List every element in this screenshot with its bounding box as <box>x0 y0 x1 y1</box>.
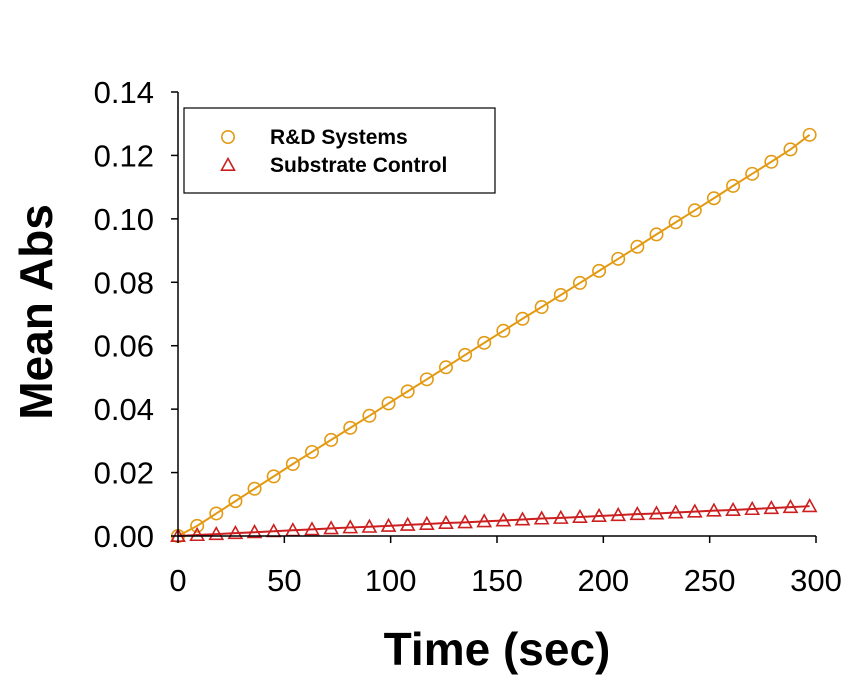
data-point <box>686 503 703 518</box>
legend-marker-triangle <box>220 156 236 171</box>
data-point <box>763 499 780 515</box>
data-point <box>552 509 569 524</box>
data-point <box>457 514 473 529</box>
y-tick-label: 0.10 <box>94 202 154 237</box>
data-point <box>285 457 300 472</box>
data-point <box>744 500 761 516</box>
x-tick-label: 50 <box>267 563 301 598</box>
data-point <box>515 311 530 326</box>
series-line-1 <box>177 505 810 537</box>
data-point <box>514 511 531 526</box>
legend-marker-circle <box>221 130 236 145</box>
plot-area <box>170 127 818 543</box>
data-point <box>399 516 416 531</box>
x-tick-label: 0 <box>169 563 186 598</box>
x-axis-title: Time (sec) <box>384 623 611 675</box>
axis-ticks: 0.00 0.02 0.04 0.06 0.08 0.10 0.12 0.14 0 50 100 15… <box>94 75 842 598</box>
data-point <box>591 507 607 523</box>
data-point <box>687 203 702 218</box>
data-point <box>725 501 741 516</box>
data-point <box>783 142 798 157</box>
data-point <box>629 505 646 521</box>
data-point <box>801 498 818 513</box>
data-point <box>477 335 492 350</box>
y-axis-title: Mean Abs <box>10 204 62 420</box>
x-tick-label: 150 <box>471 563 523 598</box>
data-point <box>782 498 799 514</box>
data-point <box>381 396 396 411</box>
data-point <box>304 521 320 536</box>
data-point <box>419 372 434 387</box>
data-point <box>476 513 493 528</box>
data-point <box>668 215 683 230</box>
data-point <box>304 444 319 459</box>
data-point <box>706 502 722 517</box>
data-point <box>361 518 378 533</box>
data-point <box>342 519 359 534</box>
data-point <box>227 524 244 540</box>
data-point <box>323 520 339 535</box>
data-point <box>228 494 243 509</box>
data-point <box>209 506 224 521</box>
data-point <box>496 323 511 338</box>
data-point <box>400 384 415 399</box>
x-tick-label: 300 <box>790 563 842 598</box>
y-tick-label: 0.00 <box>94 519 154 554</box>
data-point <box>572 508 588 523</box>
legend-label: R&D Systems <box>270 126 408 149</box>
data-point <box>726 178 741 193</box>
data-point <box>533 510 550 525</box>
data-point <box>266 469 281 484</box>
y-tick-label: 0.02 <box>94 456 154 491</box>
data-point <box>649 227 664 242</box>
y-tick-label: 0.06 <box>94 329 154 364</box>
y-tick-label: 0.12 <box>94 138 154 173</box>
data-point <box>208 525 225 541</box>
data-point <box>246 524 263 539</box>
data-point <box>438 514 454 529</box>
data-point <box>418 515 435 530</box>
data-point <box>592 263 607 278</box>
data-point <box>495 512 512 527</box>
data-point <box>648 505 665 520</box>
y-tick-label: 0.04 <box>94 392 154 427</box>
legend-label: Substrate Control <box>270 154 447 177</box>
data-point <box>380 517 397 532</box>
data-point <box>572 275 587 290</box>
data-point <box>630 239 645 254</box>
data-point <box>553 287 568 302</box>
data-point <box>706 191 721 206</box>
data-point <box>438 360 453 375</box>
data-point <box>190 518 205 533</box>
series-line-0 <box>177 134 811 537</box>
data-point <box>667 504 684 519</box>
data-point <box>764 154 779 169</box>
y-tick-label: 0.14 <box>94 75 154 110</box>
x-tick-label: 100 <box>365 563 417 598</box>
legend: R&D Systems Substrate Control <box>183 107 496 194</box>
x-tick-label: 200 <box>577 563 629 598</box>
data-point <box>362 408 377 423</box>
data-point <box>189 526 205 542</box>
data-point <box>458 347 473 362</box>
legend-box <box>183 107 496 194</box>
data-point <box>247 481 262 496</box>
y-tick-label: 0.08 <box>94 265 154 300</box>
data-point <box>611 251 626 266</box>
data-point <box>343 420 358 435</box>
data-point <box>610 506 627 522</box>
data-point <box>802 127 817 142</box>
data-point <box>534 300 549 315</box>
data-point <box>324 432 339 447</box>
data-point <box>745 166 760 181</box>
x-tick-label: 250 <box>684 563 736 598</box>
